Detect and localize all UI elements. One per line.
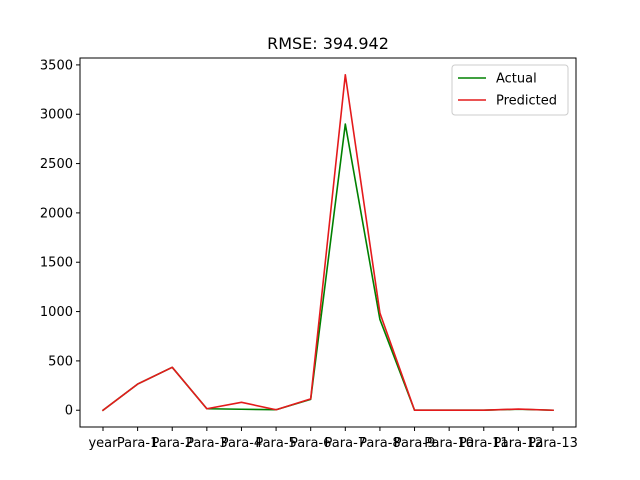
- legend-label-actual: Actual: [496, 72, 537, 87]
- x-tick-label: Para-6: [290, 436, 332, 451]
- x-tick-label: Para-8: [359, 436, 401, 451]
- x-tick-label: Para-5: [255, 436, 297, 451]
- x-tick-label: Para-9: [394, 436, 436, 451]
- x-tick-label: year: [88, 436, 118, 451]
- plot-area-frame: [79, 57, 577, 428]
- x-tick-label: Para-13: [528, 436, 578, 451]
- y-tick-label: 2000: [40, 206, 73, 221]
- legend-label-predicted: Predicted: [496, 94, 557, 109]
- y-tick-label: 3500: [40, 58, 73, 73]
- series-line-predicted: [101, 73, 554, 412]
- y-tick-label: 1000: [40, 305, 73, 320]
- x-tick-label: Para-11: [459, 436, 509, 451]
- x-tick-label: Para-1: [117, 436, 159, 451]
- x-tick-label: Para-3: [186, 436, 228, 451]
- chart-title: RMSE: 394.942: [267, 34, 389, 53]
- y-tick-label: 500: [48, 354, 73, 369]
- legend: Actual Predicted: [451, 64, 569, 116]
- y-tick-label: 2500: [40, 157, 73, 172]
- x-tick-label: Para-4: [221, 436, 263, 451]
- y-tick-label: 0: [65, 404, 73, 419]
- x-tick-label: Para-2: [151, 436, 193, 451]
- x-tick-label: Para-7: [325, 436, 367, 451]
- y-tick-label: 1500: [40, 256, 73, 271]
- x-tick-label: Para-12: [494, 436, 544, 451]
- x-tick-label: Para-10: [424, 436, 474, 451]
- y-tick-label: 3000: [40, 108, 73, 123]
